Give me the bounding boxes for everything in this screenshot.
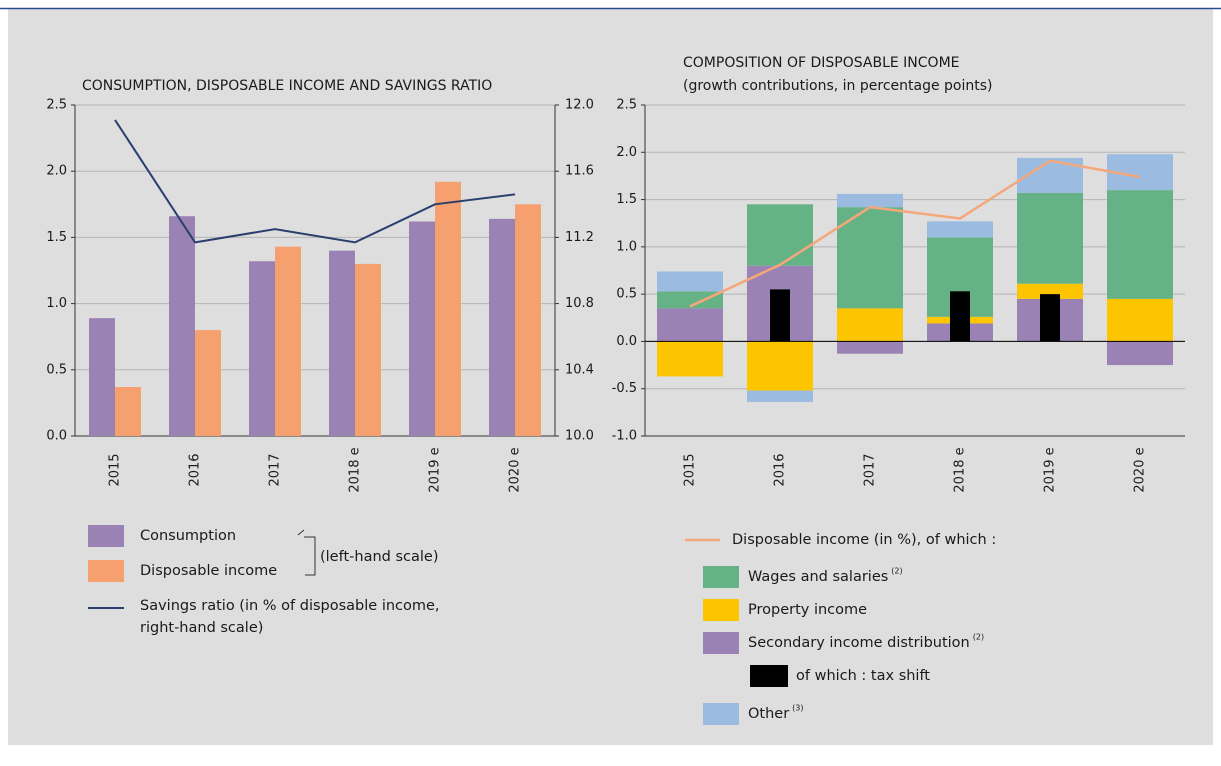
line — [689, 159, 1141, 308]
chart-title: CONSUMPTION, DISPOSABLE INCOME AND SAVIN… — [82, 78, 492, 94]
bar-segment — [657, 271, 723, 292]
legend-note: (left-hand scale) — [320, 549, 438, 565]
legend-label: Wages and salaries — [748, 569, 888, 585]
x-tick-label: 2019 e — [1043, 447, 1058, 492]
bar — [249, 261, 275, 436]
legend-footnote: (2) — [973, 633, 984, 642]
legend-label: Other — [748, 706, 789, 722]
y-tick-label: 2.5 — [46, 98, 67, 113]
bar-segment — [1107, 298, 1173, 342]
legend-label: Consumption — [140, 528, 236, 544]
legend-label: Secondary income distribution — [748, 635, 970, 651]
x-tick-label: 2018 e — [348, 447, 363, 492]
bar — [275, 246, 301, 436]
legend-swatch — [703, 703, 739, 725]
bar-segment — [657, 341, 723, 377]
legend-swatch — [88, 525, 124, 547]
bar-segment — [837, 193, 903, 208]
bar-segment — [1017, 283, 1083, 299]
y-tick-label: 11.6 — [565, 164, 594, 179]
x-tick-label: 2016 — [188, 453, 203, 486]
x-tick-label: 2015 — [683, 453, 698, 486]
y-tick-label: 12.0 — [565, 98, 594, 113]
y-tick-label: 1.0 — [616, 239, 637, 254]
y-tick-label: 0.0 — [616, 334, 637, 349]
x-tick-label: 2017 — [863, 453, 878, 486]
overlay-bar — [770, 289, 790, 342]
chart-subtitle: (growth contributions, in percentage poi… — [683, 78, 993, 94]
y-tick-label: 1.0 — [46, 296, 67, 311]
legend-swatch — [703, 632, 739, 654]
y-tick-label: -0.5 — [612, 381, 637, 396]
bar — [489, 218, 515, 436]
bar-segment — [837, 341, 903, 354]
bar — [435, 181, 461, 436]
legend-swatch — [88, 560, 124, 582]
x-tick-label: 2019 e — [428, 447, 443, 492]
bar-segment — [837, 207, 903, 309]
bar-segment — [1017, 192, 1083, 284]
bar-segment — [927, 221, 993, 238]
y-tick-label: 2.0 — [616, 145, 637, 160]
legend-bracket — [297, 529, 316, 576]
bar — [169, 216, 195, 436]
overlay-bar — [1040, 294, 1060, 342]
bar-segment — [1107, 190, 1173, 299]
bar-segment — [657, 291, 723, 309]
y-tick-label: 0.5 — [46, 362, 67, 377]
bar — [89, 318, 115, 436]
legend-swatch — [703, 566, 739, 588]
legend-label: Property income — [748, 602, 867, 618]
bar — [195, 330, 221, 436]
legend-label: of which : tax shift — [796, 668, 930, 684]
bar — [329, 250, 355, 436]
legend-label: Savings ratio (in % of disposable income… — [140, 598, 440, 636]
x-tick-label: 2020 e — [508, 447, 523, 492]
legend-footnote: (2) — [891, 567, 902, 576]
x-tick-label: 2020 e — [1133, 447, 1148, 492]
y-tick-label: 10.0 — [565, 429, 594, 444]
bar-segment — [657, 308, 723, 342]
x-tick-label: 2018 e — [953, 447, 968, 492]
bar-segment — [837, 308, 903, 342]
bar-segment — [747, 390, 813, 402]
y-tick-label: 2.5 — [616, 98, 637, 113]
bar — [355, 263, 381, 436]
x-tick-label: 2016 — [773, 453, 788, 486]
legend-label: Disposable income (in %), of which : — [732, 532, 996, 548]
y-tick-label: -1.0 — [612, 429, 637, 444]
legend-swatch — [750, 665, 788, 687]
y-tick-label: 2.0 — [46, 164, 67, 179]
line — [114, 119, 516, 244]
y-tick-label: 0.0 — [46, 429, 67, 444]
x-tick-label: 2015 — [108, 453, 123, 486]
overlay-bar — [950, 291, 970, 342]
bar — [515, 204, 541, 436]
bar — [409, 221, 435, 436]
legend-footnote: (3) — [792, 704, 803, 713]
bar-segment — [1107, 341, 1173, 366]
bar-segment — [747, 204, 813, 266]
y-tick-label: 10.4 — [565, 362, 594, 377]
y-tick-label: 1.5 — [46, 230, 67, 245]
legend-label: Disposable income — [140, 563, 277, 579]
bar — [115, 387, 141, 436]
y-tick-label: 0.5 — [616, 287, 637, 302]
y-tick-label: 1.5 — [616, 192, 637, 207]
bar-segment — [747, 341, 813, 391]
legend-swatch — [703, 599, 739, 621]
chart-title: COMPOSITION OF DISPOSABLE INCOME — [683, 55, 960, 71]
y-tick-label: 11.2 — [565, 230, 594, 245]
y-tick-label: 10.8 — [565, 296, 594, 311]
x-tick-label: 2017 — [268, 453, 283, 486]
